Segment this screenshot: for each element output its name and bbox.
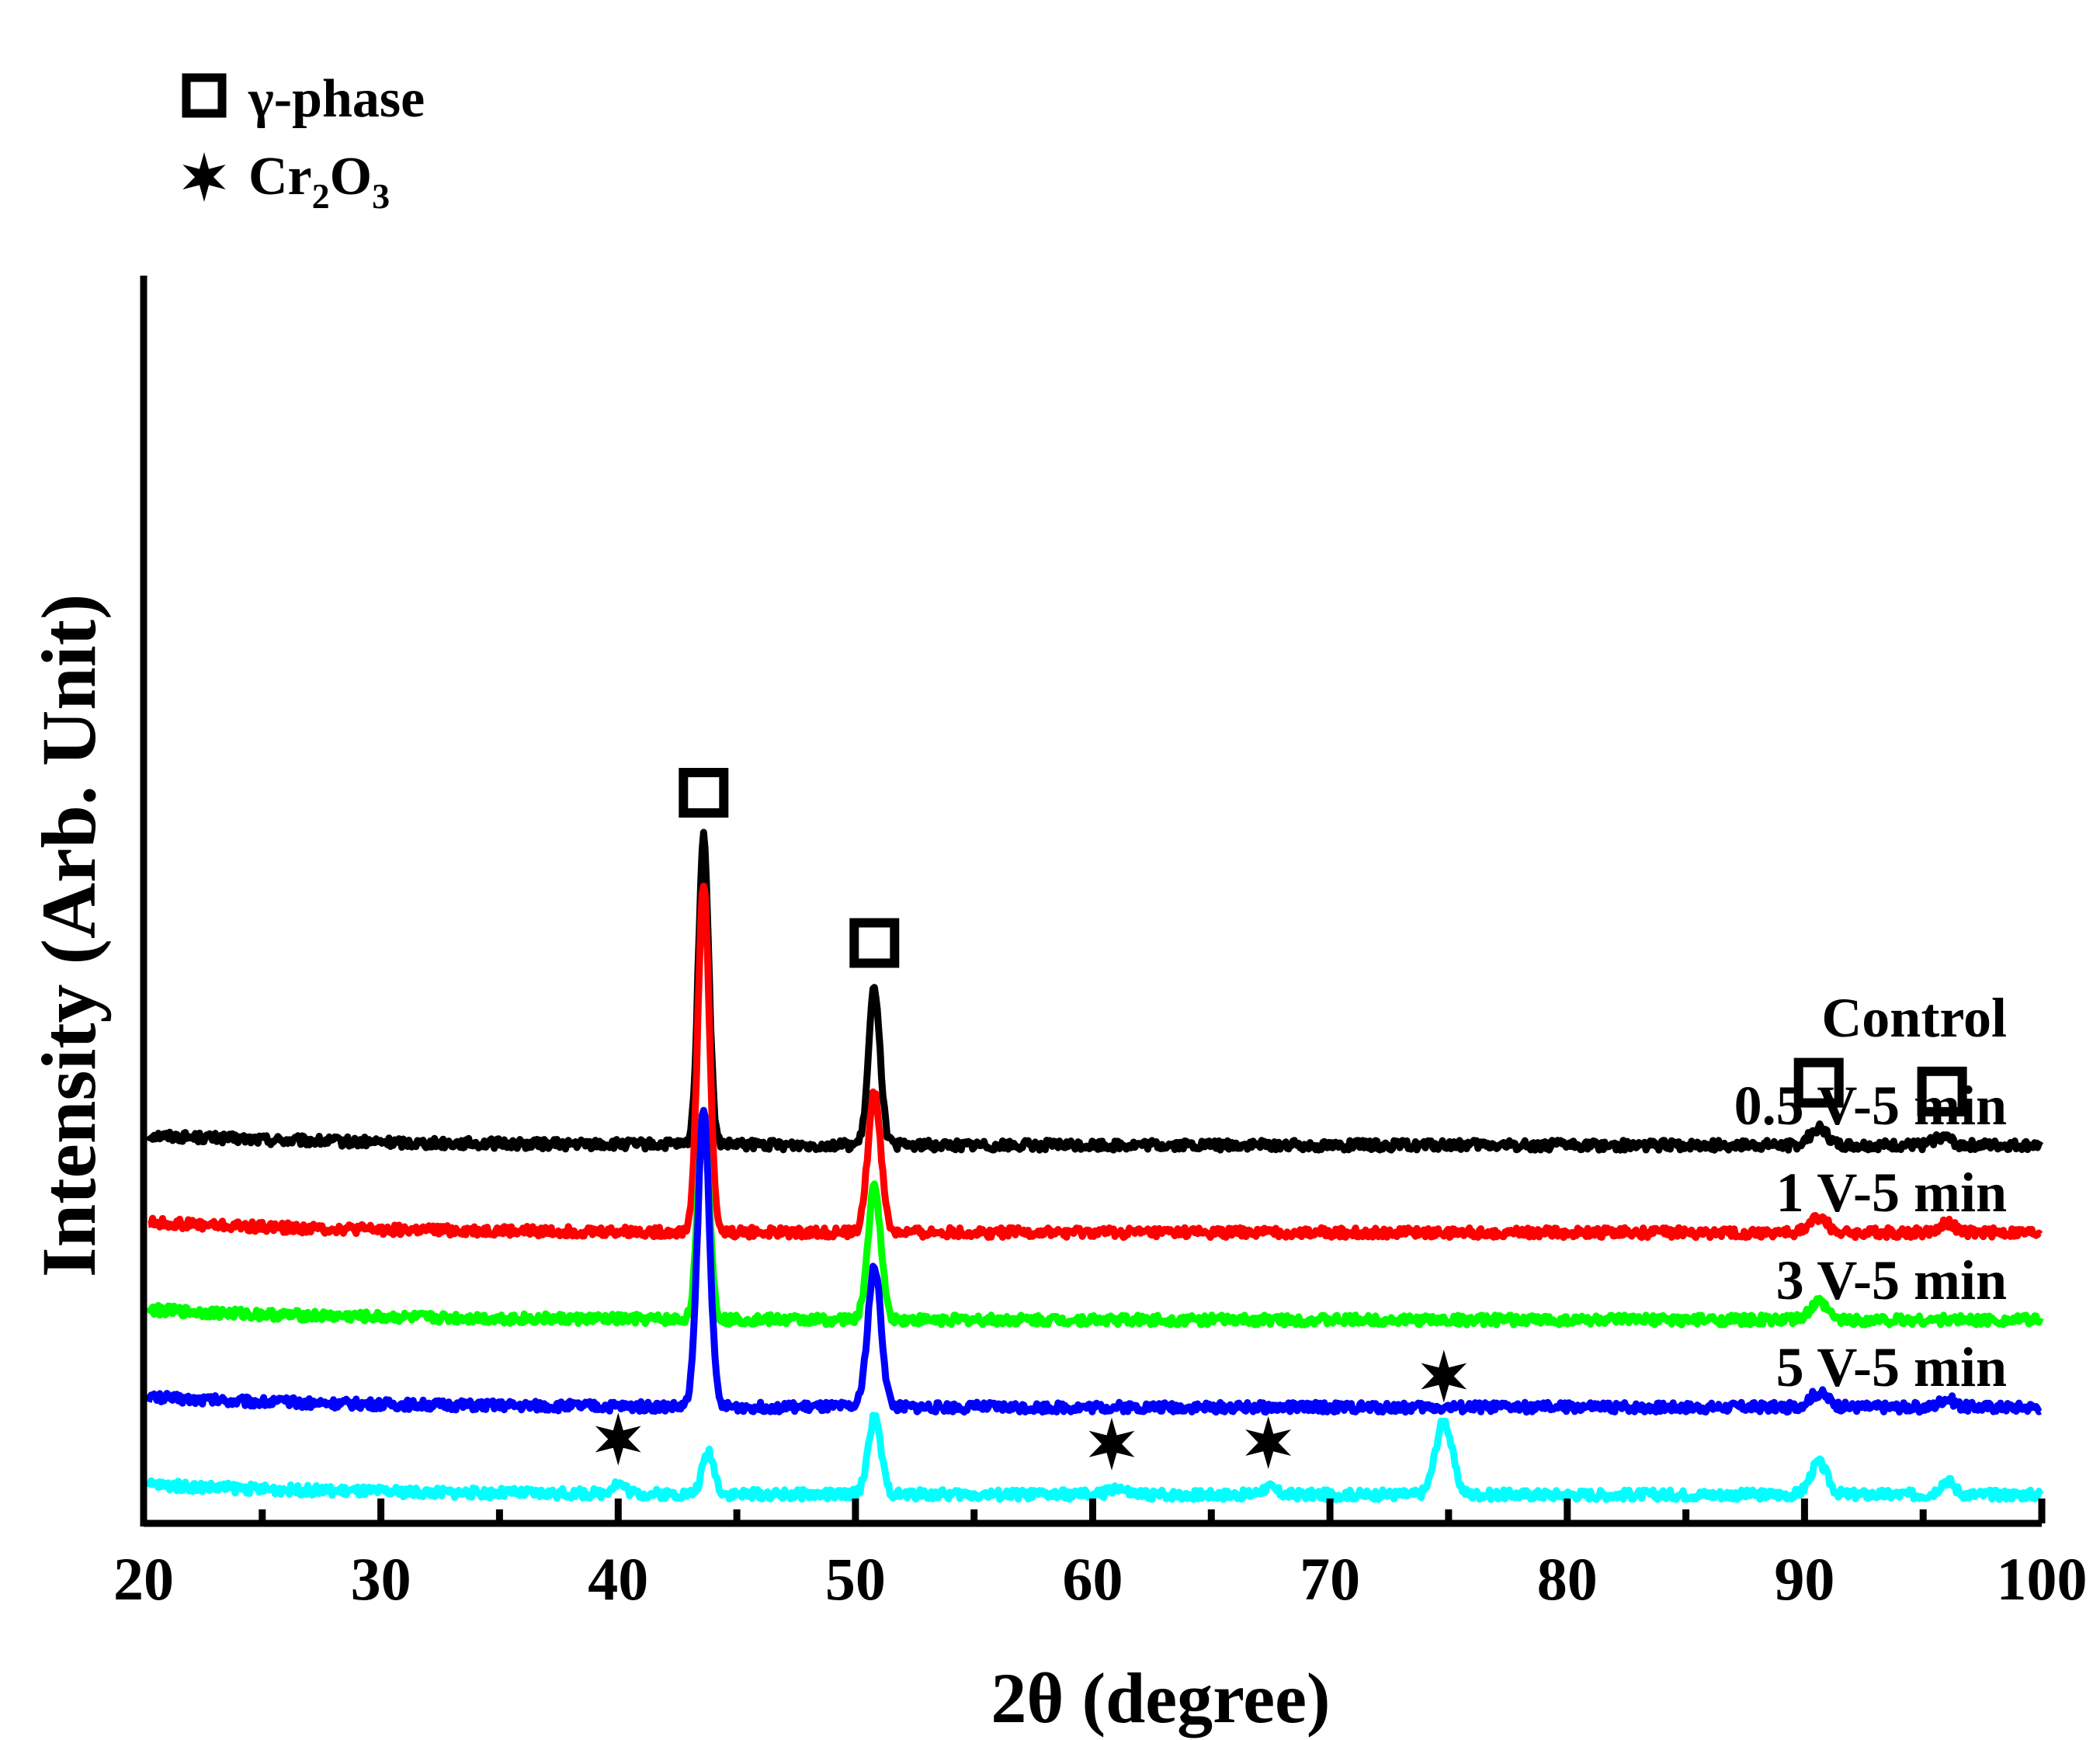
legend-square-marker <box>182 73 227 118</box>
series-label-3: 3 V-5 min <box>1776 1249 2007 1311</box>
axes: 20 30 40 50 60 70 80 90 100 <box>113 276 2088 1613</box>
x-axis-title: 2θ (degree) <box>991 1658 1330 1738</box>
series-label-4: 5 V-5 min <box>1776 1336 2007 1398</box>
series-line-4 <box>144 1412 2044 1503</box>
series-labels: Control 0.5 V-5 min 1 V-5 min 3 V-5 min 5 V-… <box>1734 987 2007 1398</box>
x-tick-label-70: 70 <box>1300 1545 1360 1613</box>
x-ticks: 20 30 40 50 60 70 80 90 100 <box>113 1499 2088 1613</box>
gamma-phase-marker-2 <box>1793 1058 1844 1108</box>
series-line-2 <box>145 1115 2044 1328</box>
series-layer <box>144 828 2044 1503</box>
series-label-1: 0.5 V-5 min <box>1734 1075 2007 1137</box>
series-line-3 <box>144 1106 2043 1416</box>
cr2o3-marker-4 <box>595 1412 641 1466</box>
series-label-0: Control <box>1821 987 2007 1049</box>
legend: γ-phase Cr2O3 <box>182 69 425 216</box>
x-tick-label-20: 20 <box>113 1545 174 1613</box>
series-label-2: 1 V-5 min <box>1776 1162 2007 1224</box>
x-tick-label-50: 50 <box>825 1545 886 1613</box>
legend-star-marker <box>182 152 226 202</box>
x-tick-label-80: 80 <box>1537 1545 1598 1613</box>
cr2o3-marker-5 <box>1088 1417 1135 1471</box>
series-line-0 <box>145 828 2044 1154</box>
x-tick-label-100: 100 <box>1997 1545 2088 1613</box>
cr2o3-marker-7 <box>1421 1349 1467 1403</box>
x-tick-label-90: 90 <box>1774 1545 1834 1613</box>
x-tick-label-30: 30 <box>351 1545 411 1613</box>
cr2o3-marker-6 <box>1245 1416 1292 1469</box>
annotation-layer <box>595 768 1967 1471</box>
gamma-phase-marker-0 <box>679 768 729 818</box>
x-tick-label-60: 60 <box>1063 1545 1123 1613</box>
legend-label-gamma-phase: γ-phase <box>248 69 425 129</box>
legend-label-cr2o3: Cr2O3 <box>248 147 390 216</box>
gamma-phase-marker-1 <box>849 918 900 968</box>
y-axis-title: Intensity (Arb. Unit) <box>26 594 112 1278</box>
series-line-1 <box>146 882 2043 1242</box>
x-tick-label-40: 40 <box>588 1545 648 1613</box>
gamma-phase-marker-3 <box>1917 1066 1967 1117</box>
